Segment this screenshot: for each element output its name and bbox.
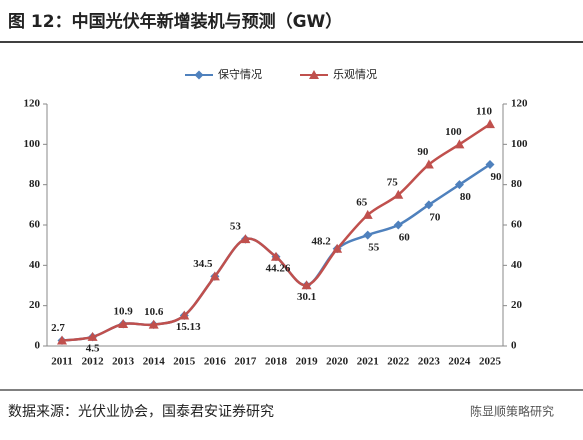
y2-tick-label: 100 [511,138,528,150]
marker [332,243,343,253]
data-label: 75 [387,176,399,188]
data-label: 110 [476,106,492,118]
data-label: 53 [230,221,242,233]
marker [194,70,204,80]
y-tick-label: 20 [29,299,41,311]
y2-tick-label: 60 [511,219,523,231]
source: 数据来源：光伏业协会，国泰君安证券研究 [8,404,274,420]
data-label: 100 [445,126,462,138]
data-label: 48.2 [312,235,332,247]
data-label: 80 [460,191,472,203]
marker [485,160,495,169]
x-tick-label: 2022 [387,356,410,368]
marker [209,271,220,281]
marker [240,234,251,244]
x-tick-label: 2019 [296,356,319,368]
data-label: 65 [356,196,368,208]
x-tick-label: 2013 [112,356,135,368]
x-tick-label: 2012 [82,356,105,368]
x-tick-label: 2018 [265,356,288,368]
marker [87,331,98,341]
x-tick-label: 2025 [479,356,502,368]
y2-tick-label: 20 [511,299,523,311]
marker [485,119,495,129]
data-label: 60 [399,232,411,244]
y2-tick-label: 40 [511,259,523,271]
data-label: 90 [491,171,503,183]
y2-tick-label: 0 [511,340,517,352]
y-tick-label: 40 [29,259,41,271]
chart-title: 图 12：中国光伏年新增装机与预测（GW） [8,11,342,32]
x-tick-label: 2020 [326,356,349,368]
x-tick-label: 2016 [204,356,227,368]
marker [423,159,434,169]
y-tick-label: 120 [24,98,41,110]
data-label: 90 [417,146,429,158]
y-tick-label: 80 [29,178,41,190]
x-tick-label: 2021 [357,356,379,368]
data-label: 34.5 [193,258,213,270]
marker [363,230,373,240]
watermark: 陈显顺策略研究 [470,404,554,419]
x-tick-label: 2017 [234,356,257,368]
data-label: 44.26 [266,262,291,274]
x-tick-label: 2024 [448,356,471,368]
marker [271,251,281,261]
data-label: 4.5 [86,342,100,354]
data-label: 70 [429,211,441,223]
marker [301,280,312,290]
legend-label: 保守情况 [218,67,262,81]
marker [454,180,464,190]
x-tick-label: 2011 [51,356,72,368]
marker [393,189,404,199]
y-tick-label: 0 [35,340,41,352]
data-label: 30.1 [297,291,316,303]
data-label: 15.13 [176,321,201,333]
marker [393,220,403,230]
marker [57,335,67,345]
y-tick-label: 100 [24,138,41,150]
y2-tick-label: 120 [511,98,528,110]
x-tick-label: 2014 [143,356,166,368]
data-label: 55 [368,242,380,254]
marker [148,319,159,329]
data-label: 10.9 [114,306,134,318]
y2-tick-label: 80 [511,178,523,190]
data-label: 10.6 [144,306,164,318]
data-label: 2.7 [51,322,65,334]
marker [362,209,373,219]
y-tick-label: 60 [29,219,41,231]
marker [309,70,319,79]
x-tick-label: 2015 [173,356,196,368]
marker [424,200,434,210]
marker [118,319,129,329]
marker [179,310,190,320]
marker [454,139,465,149]
x-tick-label: 2023 [418,356,441,368]
legend-label: 乐观情况 [333,68,377,81]
